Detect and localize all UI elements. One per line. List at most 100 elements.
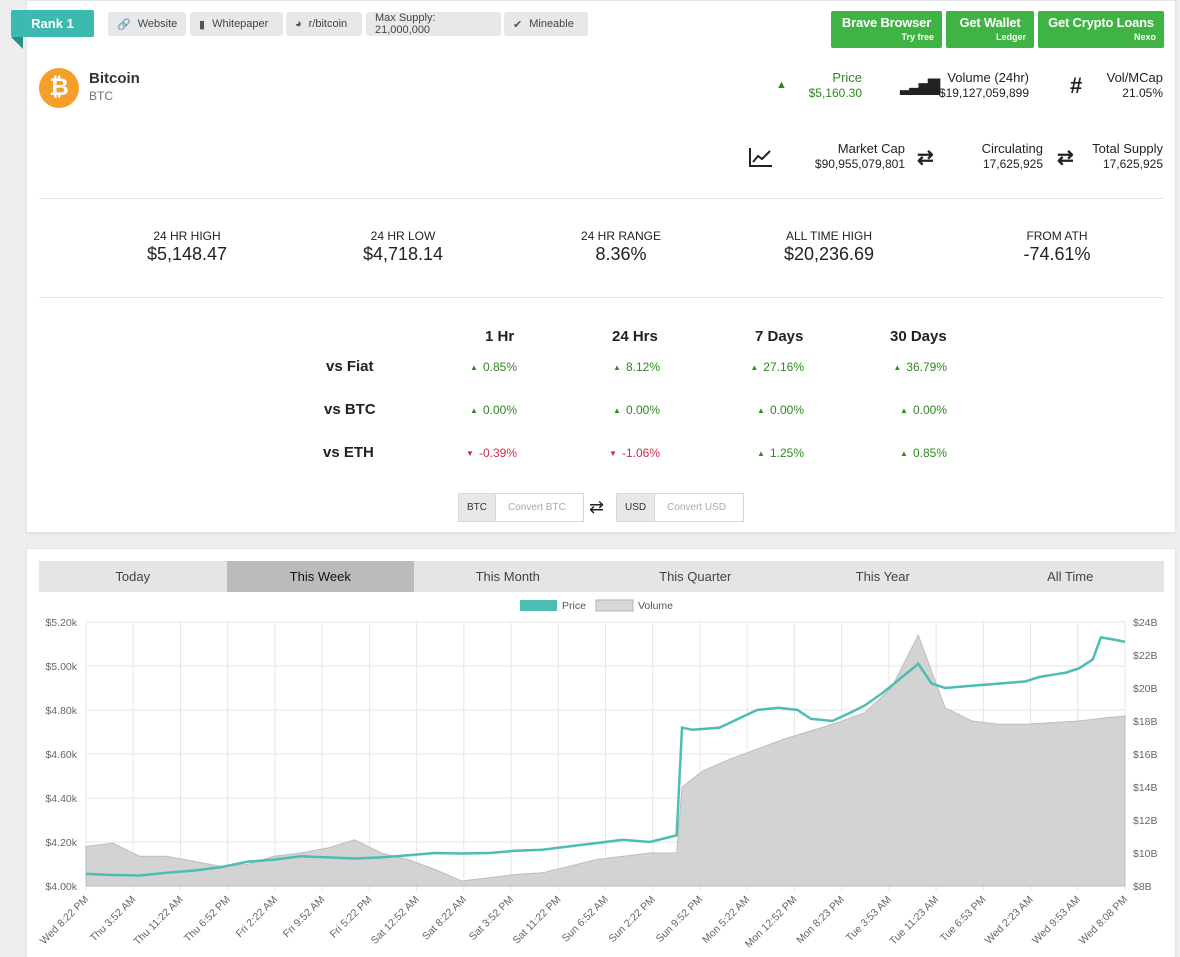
x-tick-label: Thu 6:52 PM <box>182 894 233 945</box>
change-cell: ▲ 27.16% <box>704 360 804 374</box>
y-right-tick-label: $8B <box>1133 881 1152 893</box>
total-supply-stat: Total Supply 17,625,925 <box>1092 141 1163 171</box>
x-tick-label: Wed 8:08 PM <box>1077 894 1130 947</box>
y-right-tick-label: $22B <box>1133 650 1158 662</box>
legend-volume-swatch[interactable] <box>595 599 634 612</box>
y-right-tick-label: $24B <box>1133 617 1158 629</box>
get-crypto-loans-button[interactable]: Get Crypto Loans Nexo <box>1038 11 1164 48</box>
volume-label: Volume (24hr) <box>947 70 1029 85</box>
volume-stat: Volume (24hr) $19,127,059,899 <box>939 70 1029 100</box>
legend-price-label[interactable]: Price <box>562 600 586 612</box>
price-label: Price <box>832 70 862 85</box>
change-value: 8.12% <box>625 360 660 374</box>
summary-value: $5,148.47 <box>146 244 228 264</box>
line-chart-icon <box>749 148 772 167</box>
up-arrow-icon: ▲ <box>470 363 478 372</box>
change-value: 0.00% <box>625 403 660 417</box>
change-value: 27.16% <box>763 360 804 374</box>
website-label: Website <box>137 18 178 30</box>
summary-value: -74.61% <box>1023 244 1091 264</box>
change-cell: ▲ 1.25% <box>704 446 804 460</box>
tab-this-year[interactable]: This Year <box>855 569 910 584</box>
x-tick-label: Fri 9:52 AM <box>281 894 327 940</box>
x-tick-label: Tue 6:53 PM <box>938 894 989 945</box>
volmcap-label: Vol/MCap <box>1106 70 1163 85</box>
change-value: 36.79% <box>906 360 947 374</box>
x-tick-label: Sun 6:52 AM <box>560 894 611 945</box>
link-icon: 🔗 <box>117 18 131 31</box>
change-value: 0.85% <box>912 446 947 460</box>
change-cell: ▲ 0.00% <box>417 403 517 417</box>
hash-icon: # <box>1070 73 1083 98</box>
tab-all-time[interactable]: All Time <box>1047 569 1094 584</box>
summary-label: ALL TIME HIGH <box>785 229 873 243</box>
brave-browser-title: Brave Browser <box>841 15 932 30</box>
change-cell: ▲ 0.00% <box>704 403 804 417</box>
swap-icon[interactable]: ⇄ <box>589 497 605 517</box>
tab-this-quarter[interactable]: This Quarter <box>659 569 732 584</box>
up-arrow-icon: ▲ <box>757 449 765 458</box>
y-right-tick-label: $10B <box>1133 848 1158 860</box>
summary-label: FROM ATH <box>1026 229 1088 243</box>
whitepaper-link[interactable]: ▮ Whitepaper <box>190 12 283 36</box>
y-left-tick-label: $5.00k <box>45 661 77 673</box>
tab-today[interactable]: Today <box>115 569 151 584</box>
y-left-tick-label: $5.20k <box>45 617 77 629</box>
y-left-tick-label: $4.60k <box>45 749 77 761</box>
tab-this-month[interactable]: This Month <box>475 569 540 584</box>
y-right-tick-label: $14B <box>1133 782 1158 794</box>
btc-converter[interactable]: BTC Convert BTC <box>458 493 584 522</box>
max-supply-tag: Max Supply: 21,000,000 <box>366 12 501 36</box>
usd-converter[interactable]: USD Convert USD <box>616 493 744 522</box>
price-chart-card: Today This Week This Month This Quarter This… <box>26 548 1176 957</box>
mineable-label: Mineable <box>529 18 574 30</box>
x-tick-label: Wed 9:53 AM <box>1030 894 1083 947</box>
rank-badge: Rank 1 <box>11 10 94 37</box>
tab-this-week[interactable]: This Week <box>226 561 414 592</box>
summary-label: 24 HR RANGE <box>580 229 662 243</box>
retweet-icon: ⇄ <box>1057 147 1074 169</box>
total-supply-value: 17,625,925 <box>1102 157 1163 171</box>
legend-volume-label[interactable]: Volume <box>638 600 673 612</box>
whitepaper-label: Whitepaper <box>212 18 269 30</box>
legend-price-swatch[interactable] <box>520 600 557 611</box>
max-supply-label: Max Supply: 21,000,000 <box>375 12 436 36</box>
x-tick-label: Thu 3:52 AM <box>88 894 139 945</box>
change-cell: ▲ 0.00% <box>560 403 660 417</box>
reddit-link[interactable]: ◕ r/bitcoin <box>286 12 362 36</box>
x-tick-label: Sun 9:52 PM <box>654 894 705 945</box>
price-line[interactable] <box>85 635 1126 877</box>
volume-area[interactable] <box>85 633 1126 887</box>
x-tick-label: Fri 5:22 PM <box>328 894 375 941</box>
website-link[interactable]: 🔗 Website <box>108 12 186 36</box>
x-tick-label: Wed 8:22 PM <box>38 894 91 947</box>
usd-convert-input[interactable]: Convert USD <box>667 502 727 513</box>
row-label: vs ETH <box>323 444 374 461</box>
brave-browser-button[interactable]: Brave Browser Try free <box>831 11 942 48</box>
btc-convert-input[interactable]: Convert BTC <box>508 502 566 513</box>
change-cell: ▲ 8.12% <box>560 360 660 374</box>
signal-bars-icon: ▂▃▅▇ <box>900 78 940 95</box>
volmcap-value: 21.05% <box>1122 86 1163 100</box>
summary-24h-range: 24 HR RANGE 8.36% <box>521 229 721 265</box>
y-right-tick-label: $18B <box>1133 716 1158 728</box>
y-left-tick-label: $4.80k <box>45 705 77 717</box>
summary-label: 24 HR HIGH <box>153 229 221 243</box>
get-wallet-button[interactable]: Get Wallet Ledger <box>946 11 1034 48</box>
change-cell: ▲ 0.00% <box>847 403 947 417</box>
summary-value: $4,718.14 <box>362 244 444 264</box>
row-label: vs Fiat <box>326 358 374 375</box>
price-value: $5,160.30 <box>808 86 862 100</box>
to-currency: USD <box>617 494 656 521</box>
volmcap-stat: Vol/MCap 21.05% <box>1107 70 1163 100</box>
volume-value: $19,127,059,899 <box>938 86 1029 100</box>
mineable-tag: ✔ Mineable <box>504 12 588 36</box>
x-tick-label: Tue 11:23 AM <box>887 894 941 948</box>
get-crypto-loans-sub: Nexo <box>1133 32 1156 42</box>
market-cap-stat: Market Cap $90,955,079,801 <box>815 141 905 171</box>
x-tick-label: Tue 3:53 AM <box>844 894 894 944</box>
document-icon: ▮ <box>199 18 206 31</box>
y-right-tick-label: $16B <box>1133 749 1158 761</box>
up-arrow-icon: ▲ <box>613 363 621 372</box>
